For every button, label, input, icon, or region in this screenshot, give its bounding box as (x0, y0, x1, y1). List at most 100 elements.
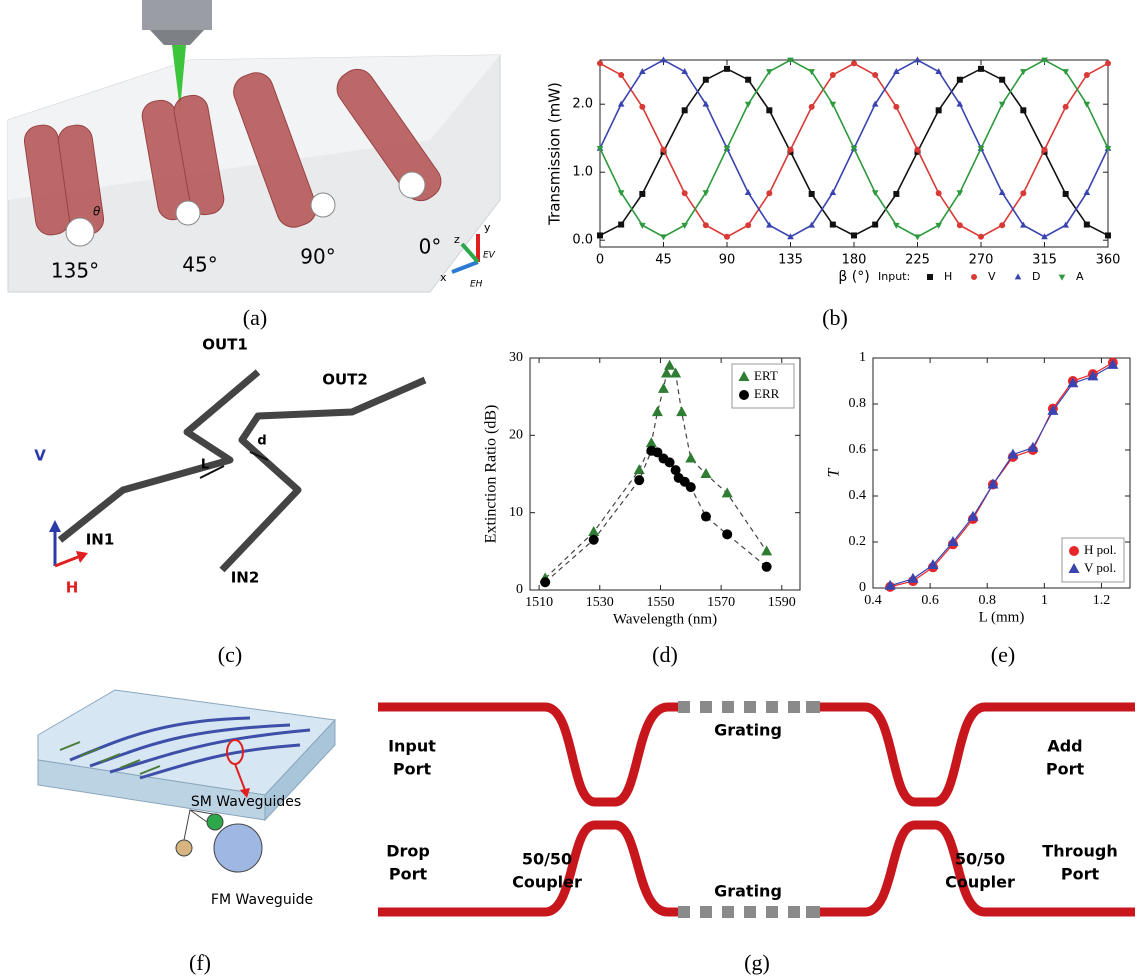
marker (978, 66, 984, 72)
marker (1105, 232, 1111, 238)
marker (739, 390, 749, 400)
marker (809, 191, 815, 197)
x-tick-label: 1510 (525, 595, 553, 610)
legend-label: ERT (754, 368, 778, 383)
axis-label: z (454, 233, 460, 246)
marker (872, 72, 878, 78)
angle-label: 90° (300, 245, 335, 269)
marker (1105, 60, 1111, 66)
marker (1020, 107, 1026, 113)
port-label: Port (1046, 760, 1085, 779)
port-label: Add (1047, 737, 1082, 756)
axis-label: EH (470, 280, 483, 290)
marker (999, 77, 1005, 83)
caption: (a) (243, 305, 267, 330)
figure: 135° 45° 90° 0° θ z y x EV EH OUT1 OUT2 … (0, 0, 1143, 977)
marker (682, 107, 688, 113)
marker (1084, 222, 1090, 228)
x-tick-label: 90 (719, 253, 736, 268)
marker (830, 222, 836, 228)
marker (639, 104, 645, 110)
marker (745, 77, 751, 83)
legend-label: V (988, 270, 996, 283)
marker (762, 562, 772, 572)
coupler-label: Coupler (512, 873, 582, 892)
y-tick-label: 10 (509, 505, 523, 520)
marker (618, 222, 624, 228)
y-tick-label: 30 (509, 350, 523, 365)
grating-label: Grating (714, 721, 782, 740)
polarization-label: V (34, 447, 46, 465)
marker (745, 222, 751, 228)
x-tick-label: 270 (969, 253, 994, 268)
port-label: Drop (386, 842, 430, 861)
marker (540, 577, 550, 587)
y-axis-label: T (826, 467, 843, 477)
marker (978, 234, 984, 240)
marker (936, 107, 942, 113)
y-tick-label: 0.0 (572, 233, 593, 248)
coupler-label: 50/50 (522, 850, 572, 869)
marker (766, 190, 772, 196)
marker (1069, 546, 1079, 556)
marker (618, 72, 624, 78)
y-axis-label: Transmission (mW) (546, 82, 564, 226)
x-tick-label: 360 (1096, 253, 1121, 268)
marker (589, 535, 599, 545)
legend-title: Input: (878, 270, 910, 283)
marker (788, 147, 794, 153)
x-tick-label: 1550 (646, 595, 674, 610)
x-tick-label: 1530 (586, 595, 614, 610)
x-tick-label: 45 (655, 253, 672, 268)
axis-label: x (440, 271, 447, 284)
marker (971, 274, 977, 280)
caption: (c) (218, 642, 242, 667)
caption: (g) (744, 950, 770, 975)
legend-label: H (944, 270, 952, 283)
waveguide-label: FM Waveguide (211, 892, 313, 908)
caption: (e) (991, 642, 1015, 667)
x-axis-label: L (mm) (979, 609, 1025, 625)
marker (957, 222, 963, 228)
x-tick-label: 315 (1032, 253, 1057, 268)
y-axis-label: Extinction Ratio (dB) (483, 405, 500, 544)
marker (724, 234, 730, 240)
axis-label: y (484, 221, 491, 234)
port-label: Port (393, 760, 432, 779)
coupler-label: 50/50 (955, 850, 1005, 869)
x-tick-label: 1570 (707, 595, 735, 610)
marker (851, 60, 857, 66)
angle-label: 45° (182, 253, 217, 277)
marker (893, 104, 899, 110)
marker (1063, 191, 1069, 197)
x-tick-label: 135 (778, 253, 803, 268)
x-tick-label: 0.6 (921, 593, 939, 608)
port-label: Input (388, 737, 436, 756)
marker (1084, 72, 1090, 78)
x-tick-label: 0 (596, 253, 604, 268)
y-tick-label: 0.4 (849, 488, 867, 503)
marker (722, 529, 732, 539)
x-tick-label: 1590 (768, 595, 796, 610)
theta-label: θ (93, 205, 101, 219)
marker (999, 222, 1005, 228)
marker (936, 190, 942, 196)
marker (661, 147, 667, 153)
y-tick-label: 20 (509, 428, 523, 443)
coupler-label: Coupler (945, 873, 1015, 892)
polarization-label: H (66, 579, 79, 597)
port-label: IN2 (231, 569, 260, 587)
marker (682, 190, 688, 196)
axis-label: EV (483, 251, 496, 261)
y-tick-label: 0 (859, 580, 866, 595)
marker (915, 147, 921, 153)
y-tick-label: 0.8 (849, 396, 867, 411)
port-label: Port (389, 865, 428, 884)
marker (703, 222, 709, 228)
y-tick-label: 0.6 (849, 442, 867, 457)
y-tick-label: 1 (859, 350, 866, 365)
x-tick-label: 1 (1041, 593, 1048, 608)
port-label: IN1 (86, 531, 115, 549)
x-tick-label: 225 (905, 253, 930, 268)
legend-label: H pol. (1084, 542, 1117, 557)
